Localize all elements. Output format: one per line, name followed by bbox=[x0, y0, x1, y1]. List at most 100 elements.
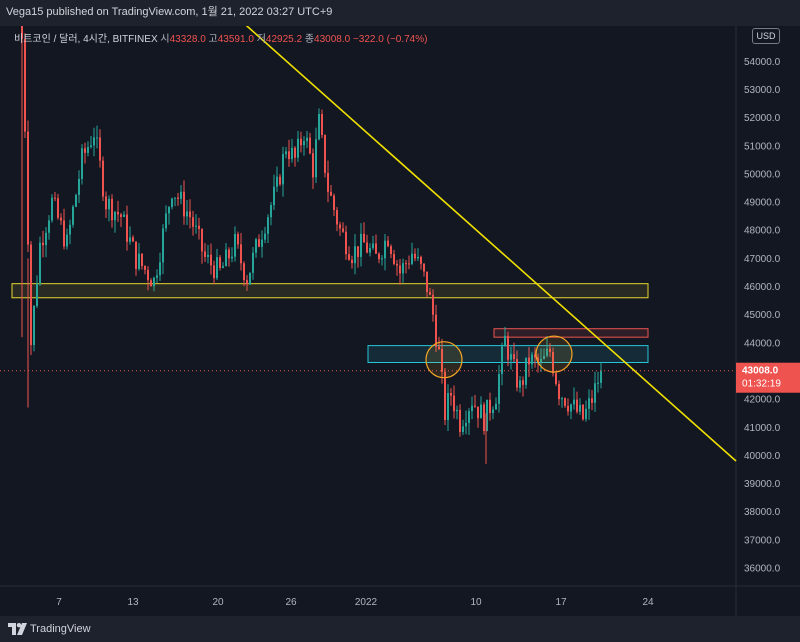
candle-up bbox=[162, 228, 164, 263]
candle-down bbox=[351, 259, 353, 264]
chart-area[interactable]: 36000.0 37000.0 38000.0 39000.0 40000.0 41000… bbox=[0, 0, 800, 616]
candle-up bbox=[417, 256, 419, 259]
candle-up bbox=[519, 380, 521, 388]
candle-down bbox=[24, 38, 26, 132]
candle-down bbox=[516, 359, 518, 388]
candle-down bbox=[438, 346, 440, 349]
candle-up bbox=[402, 263, 404, 274]
candle-down bbox=[552, 352, 554, 374]
symbol-label: 비트코인 / 달러, 4시간, BITFINEX bbox=[14, 34, 158, 45]
candle-up bbox=[303, 141, 305, 146]
candle-up bbox=[66, 234, 68, 247]
candle-down bbox=[60, 217, 62, 221]
candle-up bbox=[276, 176, 278, 187]
candle-down bbox=[309, 137, 311, 154]
price-chart[interactable]: 36000.0 37000.0 38000.0 39000.0 40000.0 41000… bbox=[0, 0, 800, 616]
candle-up bbox=[252, 252, 254, 273]
candle-down bbox=[105, 196, 107, 210]
candle-up bbox=[468, 411, 470, 423]
tradingview-logo-icon bbox=[8, 623, 27, 635]
candle-up bbox=[282, 154, 284, 185]
candle-up bbox=[93, 137, 95, 146]
candle-up bbox=[81, 148, 83, 179]
candle-up bbox=[597, 382, 599, 384]
candle-down bbox=[393, 254, 395, 264]
candle-down bbox=[243, 263, 245, 281]
currency-badge[interactable]: USD bbox=[752, 28, 780, 44]
candle-down bbox=[111, 198, 113, 221]
candle-down bbox=[405, 263, 407, 265]
candle-up bbox=[36, 283, 38, 306]
candle-down bbox=[189, 211, 191, 218]
candle-down bbox=[336, 210, 338, 225]
candle-down bbox=[396, 263, 398, 266]
publisher-text: Vega15 published on TradingView.com, 1월 … bbox=[6, 6, 333, 18]
candle-down bbox=[204, 251, 206, 257]
candle-down bbox=[141, 253, 143, 267]
footer-bar: TradingView bbox=[0, 616, 800, 642]
candle-down bbox=[522, 380, 524, 385]
candle-up bbox=[546, 348, 548, 356]
candle-down bbox=[444, 371, 446, 421]
candle-down bbox=[576, 399, 578, 412]
candle-up bbox=[285, 151, 287, 155]
candle-up bbox=[291, 147, 293, 160]
candle-down bbox=[117, 211, 119, 215]
candle-up bbox=[504, 335, 506, 347]
y-tick-label: 42000.0 bbox=[744, 395, 781, 406]
candle-up bbox=[114, 211, 116, 221]
candle-down bbox=[183, 191, 185, 217]
candle-up bbox=[231, 256, 233, 259]
candle-up bbox=[486, 399, 488, 432]
candle-up bbox=[186, 211, 188, 217]
x-tick-label: 26 bbox=[285, 597, 297, 608]
support-zone bbox=[11, 283, 649, 299]
candle-down bbox=[42, 242, 44, 246]
candle-up bbox=[273, 186, 275, 206]
y-tick-label: 40000.0 bbox=[744, 451, 781, 462]
candle-down bbox=[408, 263, 410, 265]
candle-down bbox=[549, 348, 551, 353]
candle-down bbox=[150, 280, 152, 287]
candle-down bbox=[567, 405, 569, 412]
open-value: 43328.0 bbox=[169, 34, 206, 45]
candle-down bbox=[144, 266, 146, 270]
candle-up bbox=[69, 224, 71, 235]
y-tick-label: 51000.0 bbox=[744, 141, 781, 152]
x-tick-label: 17 bbox=[555, 597, 567, 608]
candle-down bbox=[219, 257, 221, 268]
candle-up bbox=[585, 408, 587, 420]
x-tick-label: 10 bbox=[470, 597, 482, 608]
candle-up bbox=[384, 240, 386, 259]
candle-down bbox=[279, 176, 281, 185]
retest-circle bbox=[535, 335, 573, 373]
candle-up bbox=[318, 114, 320, 140]
candle-down bbox=[27, 131, 29, 245]
candle-up bbox=[372, 243, 374, 249]
candle-down bbox=[345, 231, 347, 255]
x-tick-label: 13 bbox=[127, 597, 139, 608]
candle-down bbox=[294, 147, 296, 158]
candle-down bbox=[324, 134, 326, 173]
candle-down bbox=[213, 265, 215, 279]
candle-up bbox=[78, 178, 80, 195]
low-value: 42925.2 bbox=[265, 34, 303, 45]
candle-up bbox=[51, 197, 53, 221]
candle-down bbox=[441, 348, 443, 372]
candle-down bbox=[357, 246, 359, 257]
candle-down bbox=[201, 229, 203, 252]
candle-down bbox=[483, 404, 485, 432]
y-tick-label: 41000.0 bbox=[744, 423, 781, 434]
candle-up bbox=[315, 139, 317, 178]
x-tick-label: 7 bbox=[56, 597, 62, 608]
y-tick-label: 46000.0 bbox=[744, 282, 781, 293]
publisher-bar: Vega15 published on TradingView.com, 1월 … bbox=[0, 0, 800, 26]
candle-up bbox=[90, 145, 92, 147]
candle-down bbox=[228, 249, 230, 259]
candle-down bbox=[426, 271, 428, 292]
candle-down bbox=[99, 137, 101, 161]
candle-down bbox=[126, 214, 128, 242]
candle-up bbox=[588, 398, 590, 409]
candle-up bbox=[72, 206, 74, 225]
descending-trendline[interactable] bbox=[198, 0, 737, 462]
